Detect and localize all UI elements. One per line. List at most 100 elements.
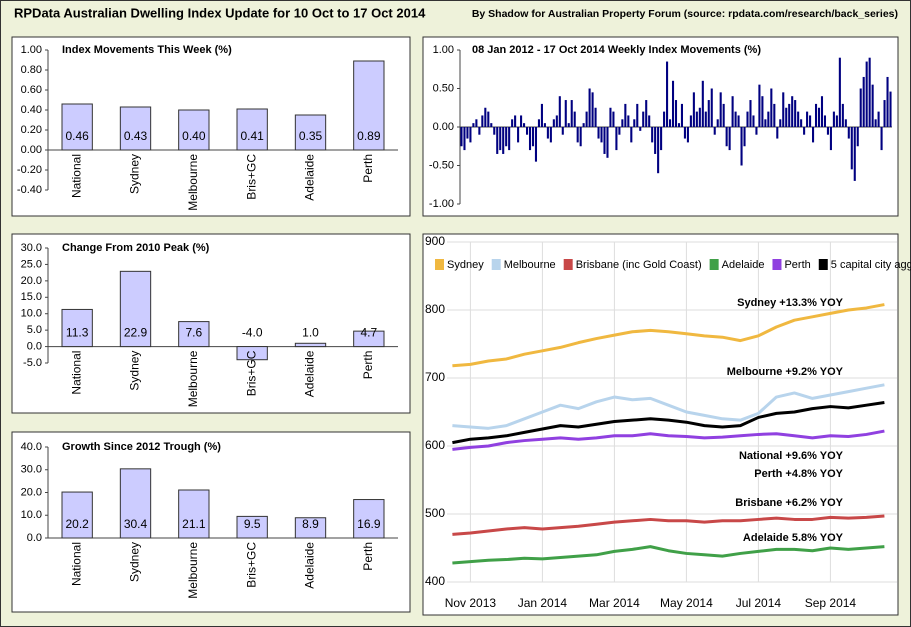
bar [633,119,636,127]
y-tick-label: 10.0 [21,308,42,320]
bar [540,103,543,127]
bar [499,127,502,151]
y-tick-label: 25.0 [21,258,42,270]
legend-swatch [772,259,782,270]
bar [567,123,570,127]
chart-title: Change From 2010 Peak (%) [62,242,210,254]
y-tick-label: 30.0 [21,242,42,254]
y-tick-label: 1.00 [433,44,454,56]
y-tick-label: 0.00 [433,121,454,133]
bar [178,321,210,348]
bar [749,100,752,127]
bar [561,127,564,135]
bar [627,115,630,127]
bar [520,115,523,127]
bar [806,111,809,127]
bar [710,88,713,127]
y-tick-label: 30.0 [21,464,42,476]
legend-swatch [709,259,719,270]
bar [621,119,624,127]
bar [615,127,618,151]
bar [588,88,591,127]
value-label: 7.6 [185,326,202,340]
x-tick-label: Adelaide [303,542,317,589]
bar [612,111,615,127]
plot-area [427,242,897,582]
bar [832,111,835,127]
bar [490,123,493,127]
bar [776,127,779,139]
bar [761,96,764,127]
bar [294,517,327,539]
bar [478,127,481,135]
bar [862,76,865,127]
value-label: 0.41 [240,129,264,143]
bar [803,127,806,135]
y-tick-label: 0.00 [21,144,42,156]
bar [525,127,529,135]
bar [788,103,791,127]
chart-title: Index Movements This Week (%) [62,44,232,56]
x-tick-label: Sep 2014 [805,596,857,610]
value-label: 30.4 [124,517,148,531]
bar [883,100,886,127]
bar [853,127,856,181]
bar [654,127,657,154]
chart-title: 08 Jan 2012 - 17 Oct 2014 Weekly Index M… [472,44,761,56]
legend-swatch [491,259,501,270]
bar [543,123,546,127]
y-tick-label: 20.0 [21,275,42,287]
bar [734,111,737,127]
bar [579,127,582,147]
bar [859,88,862,127]
bar [61,308,93,348]
value-label: 22.9 [124,326,148,340]
legend-label: Perth [784,259,810,271]
legend-swatch [563,259,573,270]
bar [657,127,660,174]
series-line [452,303,885,368]
legend-swatch [818,259,828,270]
bar [743,127,746,147]
bar [722,103,725,127]
bar [624,103,627,127]
bar [534,127,538,162]
bar [755,127,758,135]
bar [847,127,850,139]
bar [508,127,511,151]
bar [484,107,487,127]
bar [809,115,812,127]
x-tick-label: National [69,542,83,586]
bar [770,88,773,127]
bar [481,115,484,127]
bar [469,127,472,143]
bar [576,127,579,143]
bar [502,127,505,154]
bar [719,92,722,127]
y-tick-label: 20.0 [21,486,42,498]
value-label: 0.46 [65,129,89,143]
bar [119,106,152,151]
x-tick-label: Melbourne [186,350,200,407]
bar [677,123,681,127]
bar [829,127,832,151]
bar [517,127,520,143]
bar [666,61,669,127]
bar [695,111,698,127]
y-tick-label: 400 [425,574,445,588]
bar [865,61,868,127]
value-label: 8.9 [302,517,319,531]
x-tick-label: Sydney [128,542,142,582]
y-tick-label: 0.0 [27,340,42,352]
x-tick-label: Mar 2014 [589,596,640,610]
bar [294,114,327,151]
bar [236,515,268,539]
bar [511,119,514,127]
x-tick-label: Melbourne [186,154,200,211]
x-tick-label: Perth [361,351,375,380]
page-title: RPData Australian Dwelling Index Update … [14,5,426,20]
bar [689,115,692,127]
bar [603,127,606,154]
bar [782,92,785,127]
bar [767,111,770,127]
